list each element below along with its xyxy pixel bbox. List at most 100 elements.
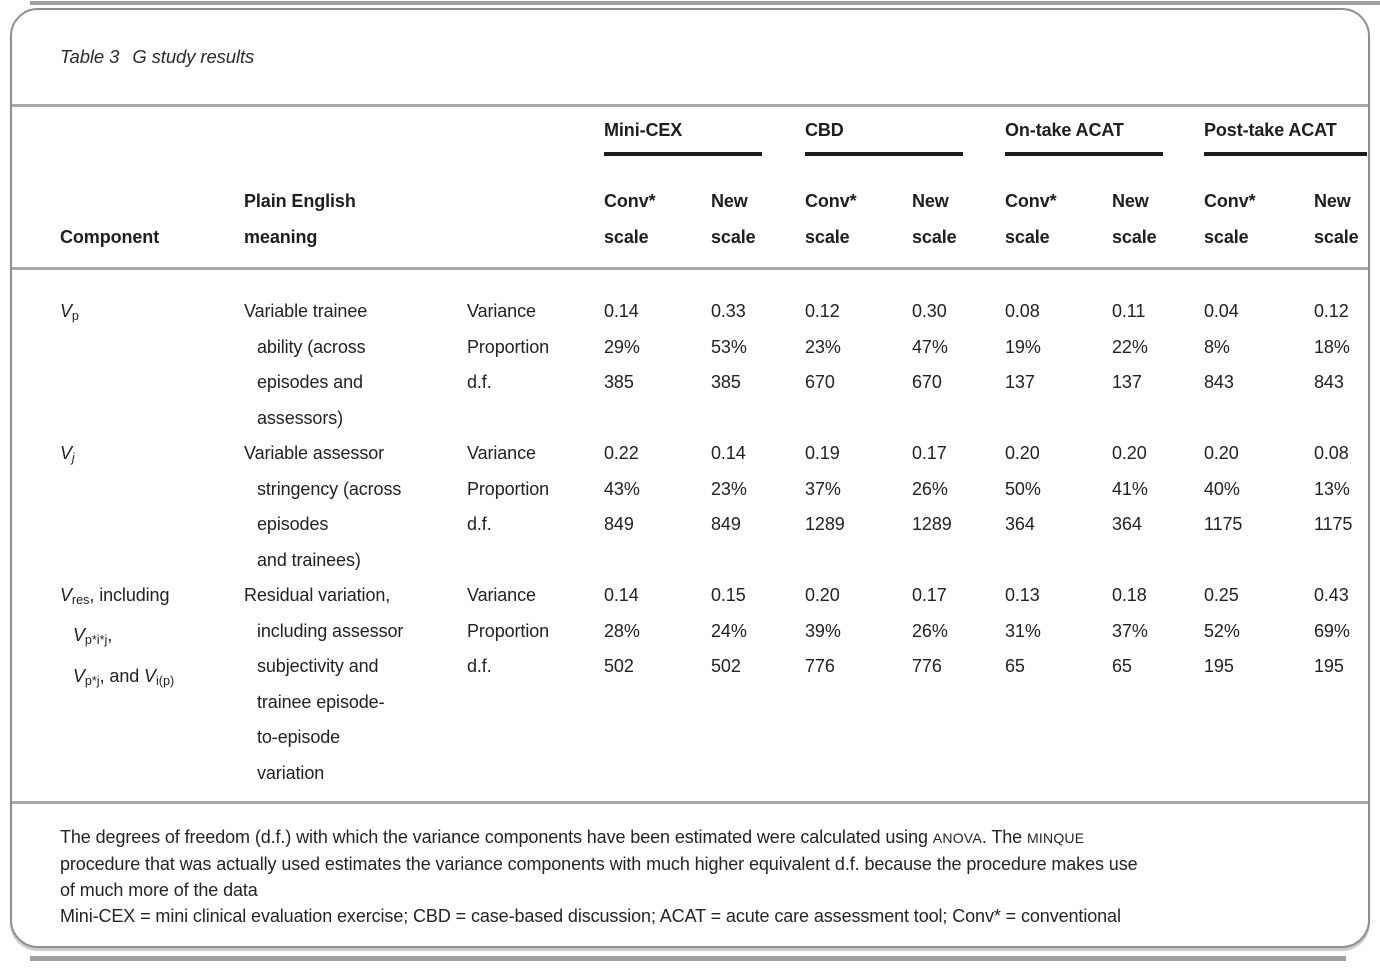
subheader-line: scale: [1204, 226, 1249, 247]
header-group-post-take-acat: Post-take ACAT: [1204, 107, 1368, 170]
subheader-line: New: [1314, 191, 1351, 211]
df-value: 364: [1005, 514, 1035, 534]
subheader-new-scale: New scale: [912, 184, 1005, 267]
component-cell: Vp: [60, 294, 244, 436]
stat-label: Variance: [467, 301, 536, 321]
subheader-line: scale: [604, 226, 649, 247]
component-line: Vp*i*j,: [60, 618, 244, 658]
proportion-value: 52%: [1204, 620, 1240, 641]
value-cell: 0.12 18% 843: [1314, 294, 1368, 436]
variance-value: 0.04: [1204, 301, 1239, 321]
subheader-line: New: [1112, 191, 1149, 211]
text-segment: p*j: [84, 673, 100, 688]
footnote-line: of much more of the data: [60, 877, 1338, 903]
variance-value: 0.08: [1314, 443, 1349, 463]
page-top-rule: [30, 1, 1380, 5]
value-cell: 0.30 47% 670: [912, 294, 1005, 436]
value-cell: 0.12 23% 670: [805, 294, 912, 436]
proportion-value: 47%: [912, 336, 948, 357]
variance-value: 0.22: [604, 443, 639, 463]
rule-above-footnote: [12, 801, 1368, 804]
subheader-conv-scale: Conv* scale: [604, 184, 711, 267]
header-component: Component: [60, 226, 160, 247]
header-meaning: Plain English meaning: [244, 184, 467, 267]
variance-value: 0.12: [1314, 301, 1349, 321]
variance-value: 0.20: [1112, 443, 1147, 463]
variance-value: 0.13: [1005, 585, 1040, 605]
text-segment: V: [60, 443, 72, 463]
value-cell: 0.20 40% 1175: [1204, 436, 1314, 578]
subheader-line: New: [912, 191, 949, 211]
proportion-value: 26%: [912, 478, 948, 499]
df-value: 65: [1005, 656, 1025, 676]
text-segment: j: [71, 450, 75, 465]
meaning-cell: Variable trainee ability (across episodes …: [244, 294, 467, 436]
variance-value: 0.25: [1204, 585, 1239, 605]
meaning-line: assessors): [257, 407, 344, 428]
stat-label: Proportion: [467, 620, 550, 641]
df-value: 849: [604, 514, 634, 534]
df-value: 1175: [1204, 514, 1243, 534]
proportion-value: 29%: [604, 336, 640, 357]
proportion-value: 50%: [1005, 478, 1041, 499]
variance-value: 0.11: [1112, 301, 1146, 321]
text-segment: p: [71, 308, 79, 323]
table-header: Mini-CEX CBD On-take ACAT Post-take ACAT…: [12, 107, 1368, 267]
proportion-value: 53%: [711, 336, 747, 357]
value-cell: 0.08 13% 1175: [1314, 436, 1368, 578]
proportion-value: 37%: [1112, 620, 1148, 641]
group-label: Mini-CEX: [604, 120, 683, 140]
df-value: 1289: [805, 514, 845, 534]
value-cell: 0.13 31% 65: [1005, 578, 1112, 791]
df-value: 776: [912, 656, 942, 676]
variance-value: 0.19: [805, 443, 840, 463]
text-segment: The degrees of freedom (d.f.) with which…: [60, 827, 933, 847]
meaning-line: and trainees): [257, 549, 361, 570]
variance-value: 0.30: [912, 301, 947, 321]
variance-value: 0.20: [805, 585, 840, 605]
subheader-line: New: [711, 191, 748, 211]
subheader-new-scale: New scale: [711, 184, 805, 267]
header-group-mini-cex: Mini-CEX: [604, 107, 805, 170]
footnote-line: The degrees of freedom (d.f.) with which…: [60, 824, 1338, 851]
meaning-line: Variable trainee: [244, 301, 368, 321]
proportion-value: 24%: [711, 620, 747, 641]
value-cell: 0.15 24% 502: [711, 578, 805, 791]
small-caps-term: ANOVA: [932, 830, 982, 846]
group-underline: [1204, 152, 1367, 156]
variance-value: 0.20: [1005, 443, 1040, 463]
table-body: Vp Variable trainee ability (across episode…: [12, 270, 1368, 801]
value-cell: 0.14 29% 385: [604, 294, 711, 436]
variance-value: 0.17: [912, 443, 947, 463]
text-segment: , including: [89, 585, 170, 605]
value-cell: 0.25 52% 195: [1204, 578, 1314, 791]
subheader-conv-scale: Conv* scale: [805, 184, 912, 267]
value-cell: 0.08 19% 137: [1005, 294, 1112, 436]
value-cell: 0.20 39% 776: [805, 578, 912, 791]
proportion-value: 69%: [1314, 620, 1350, 641]
rule-under-caption: [12, 104, 1368, 107]
subheader-line: Conv*: [1005, 191, 1057, 211]
table-caption: Table 3 G study results: [12, 10, 1368, 104]
df-value: 1289: [912, 514, 952, 534]
proportion-value: 43%: [604, 478, 640, 499]
subheader-line: scale: [1314, 226, 1359, 247]
text-segment: p*i*j: [84, 633, 108, 648]
stat-label: Proportion: [467, 478, 550, 499]
group-label: CBD: [805, 120, 844, 140]
component-cell: Vres, including Vp*i*j, Vp*j, and Vi(p): [60, 578, 244, 791]
variance-value: 0.14: [604, 585, 639, 605]
meaning-line: variation: [257, 762, 325, 783]
proportion-value: 31%: [1005, 620, 1041, 641]
text-segment: V: [73, 665, 85, 686]
variance-value: 0.15: [711, 585, 746, 605]
df-value: 137: [1005, 372, 1035, 392]
table-number: Table 3: [60, 46, 120, 67]
component-line: Vj: [60, 436, 244, 476]
text-segment: ,: [107, 625, 113, 646]
value-cell: 0.20 50% 364: [1005, 436, 1112, 578]
df-value: 843: [1204, 372, 1234, 392]
component-cell: Vj: [60, 436, 244, 578]
value-cell: 0.19 37% 1289: [805, 436, 912, 578]
meaning-line: ability (across: [257, 336, 366, 357]
